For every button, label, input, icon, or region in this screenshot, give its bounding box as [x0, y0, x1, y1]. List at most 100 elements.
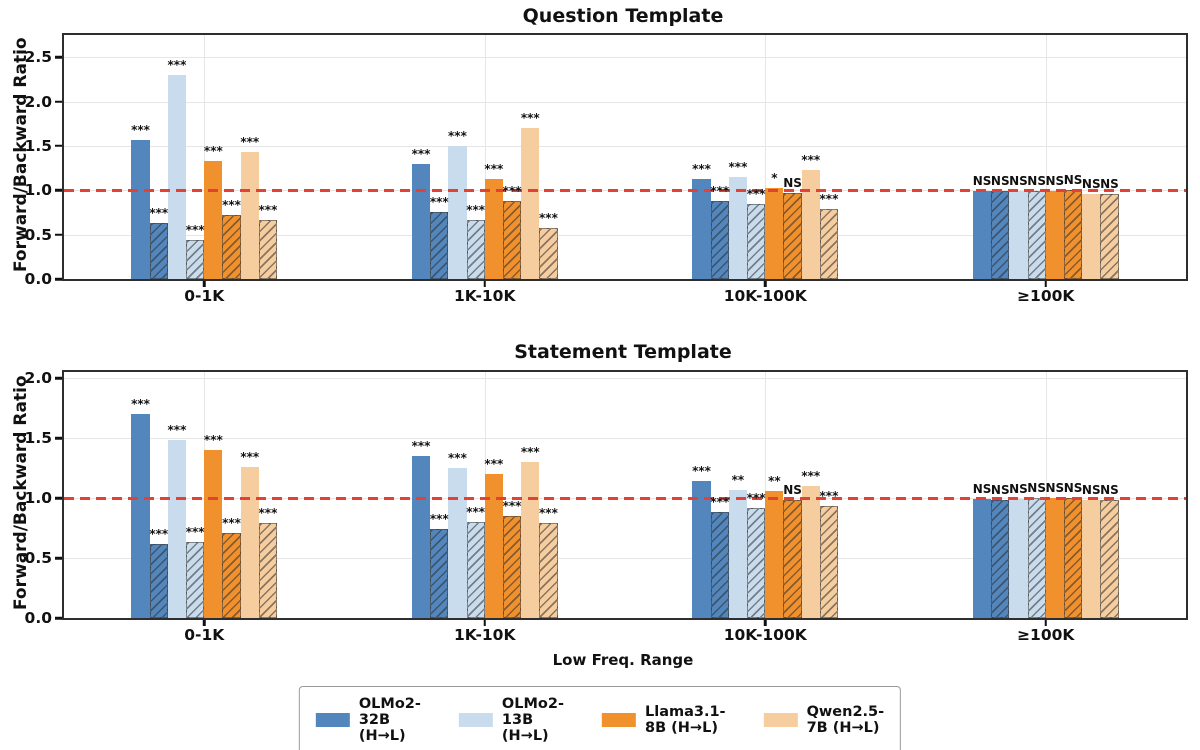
bar	[1027, 191, 1046, 279]
significance-label: ***	[710, 495, 730, 510]
bar	[466, 522, 485, 618]
bar	[765, 490, 784, 618]
bar	[484, 178, 503, 279]
significance-label: NS	[1081, 176, 1101, 191]
significance-label: ***	[448, 128, 467, 143]
bar	[222, 215, 241, 279]
plot-area-statement: 0.0 0.5 1.0 1.5 2.0 0-1K *** *** *** *** *** *** ***…	[25, 369, 1188, 644]
legend-item: OLMo2-13B (H→L)	[458, 696, 564, 744]
bar	[186, 239, 205, 279]
significance-label: ***	[185, 525, 205, 540]
significance-label: ***	[448, 451, 467, 465]
x-tick-mark	[203, 281, 206, 287]
bar	[240, 466, 259, 618]
significance-label: NS	[1045, 481, 1065, 495]
reference-line	[64, 496, 1186, 500]
bar	[149, 543, 168, 618]
x-tick-mark	[483, 281, 486, 287]
gridline-vertical	[1045, 372, 1047, 618]
bar	[1063, 190, 1083, 279]
significance-label: ***	[167, 423, 187, 438]
significance-label: NS	[1063, 481, 1083, 495]
significance-label: NS	[1027, 174, 1046, 189]
significance-label: ***	[710, 183, 730, 198]
significance-label: ***	[502, 499, 522, 513]
bar	[819, 208, 839, 279]
bar	[819, 506, 839, 618]
y-tick-label: 2.0	[24, 369, 52, 387]
y-tick-mark	[55, 616, 62, 620]
significance-label: ***	[240, 449, 260, 464]
bar	[991, 191, 1010, 279]
gridline-horizontal	[64, 101, 1186, 103]
gridline-vertical	[1045, 35, 1047, 279]
x-tick-label: 10K-100K	[723, 626, 807, 644]
y-tick-mark	[55, 189, 62, 192]
bar	[1009, 499, 1028, 618]
significance-label: **	[731, 472, 745, 487]
gridline-horizontal	[64, 558, 1186, 559]
x-tick-mark	[483, 620, 486, 626]
y-tick-label: 0.0	[24, 270, 52, 288]
significance-label: ***	[203, 433, 223, 447]
significance-label: ***	[131, 122, 150, 137]
significance-label: ***	[411, 146, 431, 161]
bar	[692, 481, 711, 618]
significance-label: NS	[972, 174, 992, 189]
y-tick-label: 1.0	[24, 181, 52, 200]
bar	[783, 500, 802, 618]
y-tick-mark	[55, 100, 62, 103]
significance-label: ***	[466, 505, 486, 519]
significance-label: ***	[149, 526, 169, 541]
gridline-vertical	[204, 35, 206, 279]
significance-label: NS	[990, 174, 1010, 189]
significance-label: ***	[539, 210, 558, 225]
bar	[186, 542, 205, 618]
significance-label: NS	[1100, 483, 1119, 498]
x-tick-mark	[1044, 620, 1047, 626]
bar	[411, 163, 431, 279]
significance-label: NS	[972, 482, 992, 497]
significance-label: ***	[520, 111, 540, 126]
significance-label: ***	[222, 198, 241, 213]
legend-swatch-solid	[601, 713, 636, 727]
legend-label: Llama3.1-8B (H→L)	[644, 704, 726, 736]
significance-label: ***	[801, 152, 821, 167]
y-tick-mark	[55, 144, 62, 148]
significance-label: ***	[167, 57, 187, 72]
significance-label: ***	[539, 506, 558, 521]
bar	[1082, 193, 1101, 279]
bar	[747, 507, 766, 618]
significance-label: NS	[783, 483, 802, 498]
significance-label: ***	[819, 489, 839, 504]
bar	[710, 512, 729, 618]
bar	[1082, 500, 1101, 618]
bar	[801, 486, 820, 618]
x-tick-mark	[764, 620, 767, 626]
y-tick-mark	[55, 556, 62, 560]
bar	[783, 192, 802, 279]
bar	[539, 523, 558, 618]
legend-swatch-solid	[763, 713, 798, 727]
y-tick-mark	[55, 277, 62, 281]
significance-label: ***	[692, 464, 711, 479]
bar	[692, 178, 711, 279]
y-tick-mark	[55, 55, 62, 59]
x-axis-label: Low Freq. Range	[552, 651, 694, 669]
significance-label: ***	[520, 445, 540, 459]
legend-swatch-solid	[315, 713, 350, 727]
bar	[411, 456, 431, 618]
y-tick-label: 1.0	[24, 489, 52, 507]
significance-label: ***	[801, 469, 821, 483]
bar	[521, 462, 540, 618]
bar	[149, 223, 168, 279]
gridline-vertical	[484, 35, 486, 279]
significance-label: NS	[990, 483, 1010, 498]
chart-title-question: Question Template	[522, 5, 724, 27]
x-tick-mark	[203, 620, 206, 626]
bar	[801, 169, 820, 279]
significance-label: NS	[1063, 173, 1083, 188]
significance-label: ***	[149, 206, 169, 221]
bar	[1100, 193, 1119, 279]
x-tick-mark	[1044, 281, 1047, 287]
